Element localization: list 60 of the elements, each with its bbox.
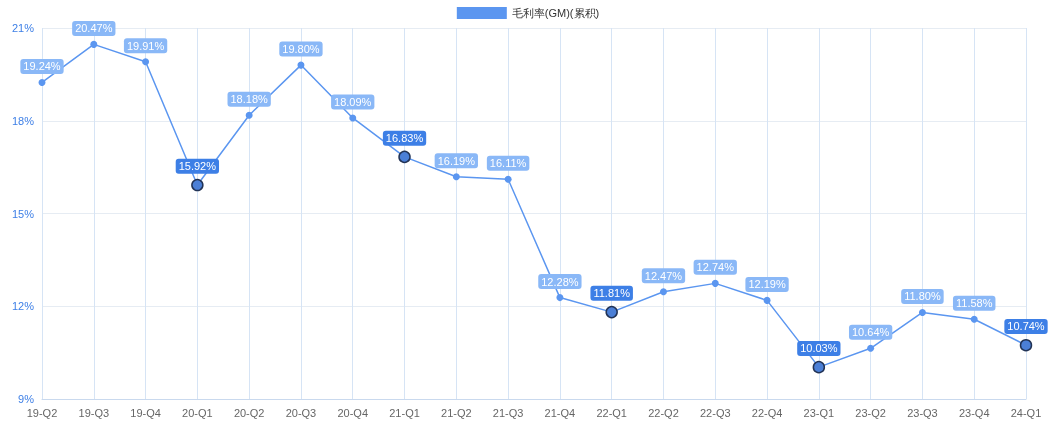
data-label: 16.11% (489, 157, 527, 170)
point (38, 78, 46, 86)
x-tick-label: 23-Q2 (855, 406, 886, 419)
x-tick-label: 21-Q2 (441, 406, 472, 419)
x-tick-label: 21-Q1 (389, 406, 420, 419)
data-label: 19.80% (282, 43, 320, 56)
data-label: 10.03% (800, 342, 838, 355)
data-label: 12.47% (644, 269, 683, 282)
data-label: 19.24% (23, 60, 61, 73)
data-label: 11.58% (955, 297, 993, 310)
data-label: 11.80% (904, 290, 941, 303)
x-tick-label: 21-Q4 (544, 406, 576, 419)
y-tick-label: 12% (11, 300, 35, 313)
y-tick-label: 21% (11, 22, 35, 34)
data-label: 12.19% (748, 278, 786, 291)
x-tick-label: 24-Q1 (1010, 406, 1042, 419)
data-label: 16.83% (385, 132, 424, 145)
point (349, 114, 357, 122)
data-label: 10.74% (1007, 320, 1045, 333)
x-tick-label: 20-Q3 (285, 406, 317, 419)
x-tick-label: 19-Q3 (78, 406, 110, 419)
point (90, 40, 98, 48)
y-tick-label: 9% (18, 393, 35, 405)
data-label: 16.19% (437, 154, 476, 167)
x-tick-label: 19-Q4 (130, 406, 161, 419)
y-tick-label: 18% (11, 114, 35, 127)
x-tick-label: 20-Q2 (233, 406, 265, 419)
x-tick-label: 20-Q4 (337, 406, 369, 419)
x-tick-label: 23-Q1 (803, 406, 835, 419)
point (867, 344, 875, 352)
x-tick-label: 22-Q1 (596, 406, 627, 419)
x-tick-label: 19-Q2 (26, 406, 58, 419)
data-label: 18.18% (230, 93, 269, 106)
point (711, 279, 719, 287)
point (142, 58, 150, 66)
data-label: 12.74% (696, 261, 735, 274)
point (659, 288, 667, 296)
x-tick-label: 22-Q4 (751, 406, 783, 419)
point (763, 296, 771, 304)
point (556, 294, 564, 302)
point (970, 315, 978, 323)
point (504, 175, 512, 183)
data-label: 15.92% (178, 160, 217, 173)
data-label: 11.81% (593, 287, 631, 300)
point (452, 173, 460, 181)
data-label: 10.64% (851, 326, 890, 339)
data-label: 18.09% (334, 95, 372, 108)
x-tick-label: 23-Q4 (958, 406, 990, 419)
x-tick-label: 23-Q3 (907, 406, 938, 419)
point (918, 308, 926, 316)
y-tick-label: 15% (11, 207, 35, 220)
data-label: 19.91% (126, 39, 165, 52)
x-tick-label: 21-Q3 (492, 406, 524, 419)
data-label: 20.47% (75, 22, 113, 35)
x-tick-label: 20-Q1 (182, 406, 213, 419)
legend-label: 毛利率(GM)(累积) (511, 7, 600, 19)
data-label: 12.28% (541, 275, 579, 288)
point (245, 111, 253, 119)
x-tick-label: 22-Q3 (699, 406, 731, 419)
x-tick-label: 22-Q2 (648, 406, 679, 419)
